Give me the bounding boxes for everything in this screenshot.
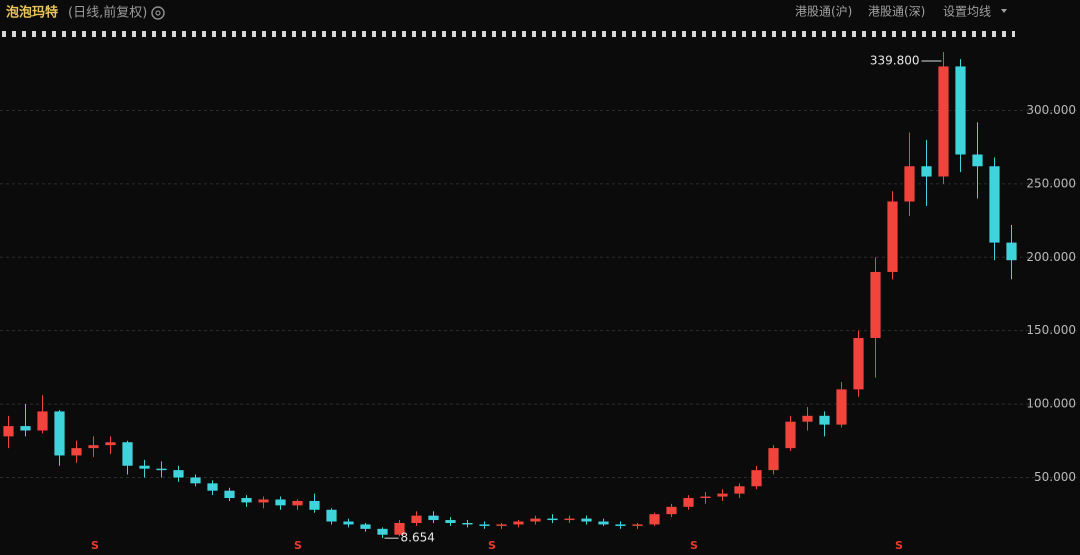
candle-body (88, 445, 99, 449)
candle-body (122, 442, 133, 466)
candle-body (292, 500, 303, 506)
candle-body (343, 521, 354, 525)
candle-body (734, 486, 745, 494)
candle-body (394, 522, 405, 535)
candle-body (802, 415, 813, 422)
chart-mode: (日线,前复权) (68, 5, 147, 21)
candle-body (377, 528, 388, 535)
y-tick-label: 50.000 (1034, 470, 1076, 484)
y-tick-label: 100.000 (1026, 397, 1076, 411)
y-tick-label: 200.000 (1026, 250, 1076, 264)
y-tick-label: 150.000 (1026, 323, 1076, 337)
candle-body (275, 499, 286, 506)
event-marker: S (690, 539, 698, 552)
candle-body (547, 518, 558, 521)
candle-body (530, 518, 541, 522)
event-marker: S (488, 539, 496, 552)
candle-body (496, 524, 507, 526)
toolbar-button[interactable]: 设置均线 (943, 5, 991, 19)
candle-body (258, 499, 269, 503)
candle-body (938, 66, 949, 177)
candle-body (411, 515, 422, 523)
candle-body (54, 411, 65, 456)
candle-body (768, 448, 779, 471)
candle-body (71, 448, 82, 456)
event-marker: S (91, 539, 99, 552)
candle-body (462, 522, 473, 525)
candle-body (326, 509, 337, 522)
candle-body (717, 493, 728, 497)
toolbar-button[interactable]: 港股通(深) (868, 5, 925, 19)
candle-body (683, 498, 694, 507)
toolbar-button[interactable]: 港股通(沪) (795, 5, 852, 19)
gear[interactable] (151, 6, 165, 20)
y-tick-label: 300.000 (1026, 103, 1076, 117)
settings-icon[interactable] (151, 6, 165, 20)
candle-body (751, 470, 762, 487)
candle-body (105, 442, 116, 446)
dropdown-arrow[interactable] (1001, 9, 1007, 13)
candle-body (887, 201, 898, 272)
candle-body (479, 524, 490, 526)
candle-body (309, 500, 320, 510)
candle-body (819, 415, 830, 425)
y-tick-label: 250.000 (1026, 176, 1076, 190)
candle-body (445, 520, 456, 523)
candle-body (513, 521, 524, 525)
event-marker: S (895, 539, 903, 552)
candle-body (649, 514, 660, 525)
candle-body (428, 515, 439, 521)
candle-body (836, 389, 847, 425)
candle-body (921, 166, 932, 177)
candle-body (37, 411, 48, 431)
candle-body (207, 483, 218, 491)
candle-body (972, 154, 983, 167)
candle-body (3, 426, 14, 437)
candle-body (870, 271, 881, 339)
candle-body (615, 524, 626, 526)
event-marker: S (294, 539, 302, 552)
candle-body (904, 166, 915, 202)
min-label: 8.654 (401, 531, 435, 545)
candle-body (139, 465, 150, 469)
candle-body (666, 506, 677, 515)
candle-body (598, 521, 609, 525)
candle-body (224, 490, 235, 499)
candle-body (989, 166, 1000, 243)
candle-body (700, 496, 711, 499)
candle-body (20, 426, 31, 431)
candle-body (241, 498, 252, 503)
candle-body (360, 524, 371, 529)
candle-body (564, 518, 575, 521)
candle-body (632, 524, 643, 526)
stock-title: 泡泡玛特 (6, 5, 58, 21)
candle-body (173, 470, 184, 478)
candle-body (955, 66, 966, 155)
candle-body (581, 518, 592, 522)
candle-body (853, 338, 864, 390)
candle-body (190, 477, 201, 484)
candle-body (785, 421, 796, 449)
max-label: 339.800 (870, 54, 920, 68)
gear-hub[interactable] (155, 10, 161, 16)
candle-body (1006, 242, 1017, 261)
candle-body (156, 468, 167, 471)
